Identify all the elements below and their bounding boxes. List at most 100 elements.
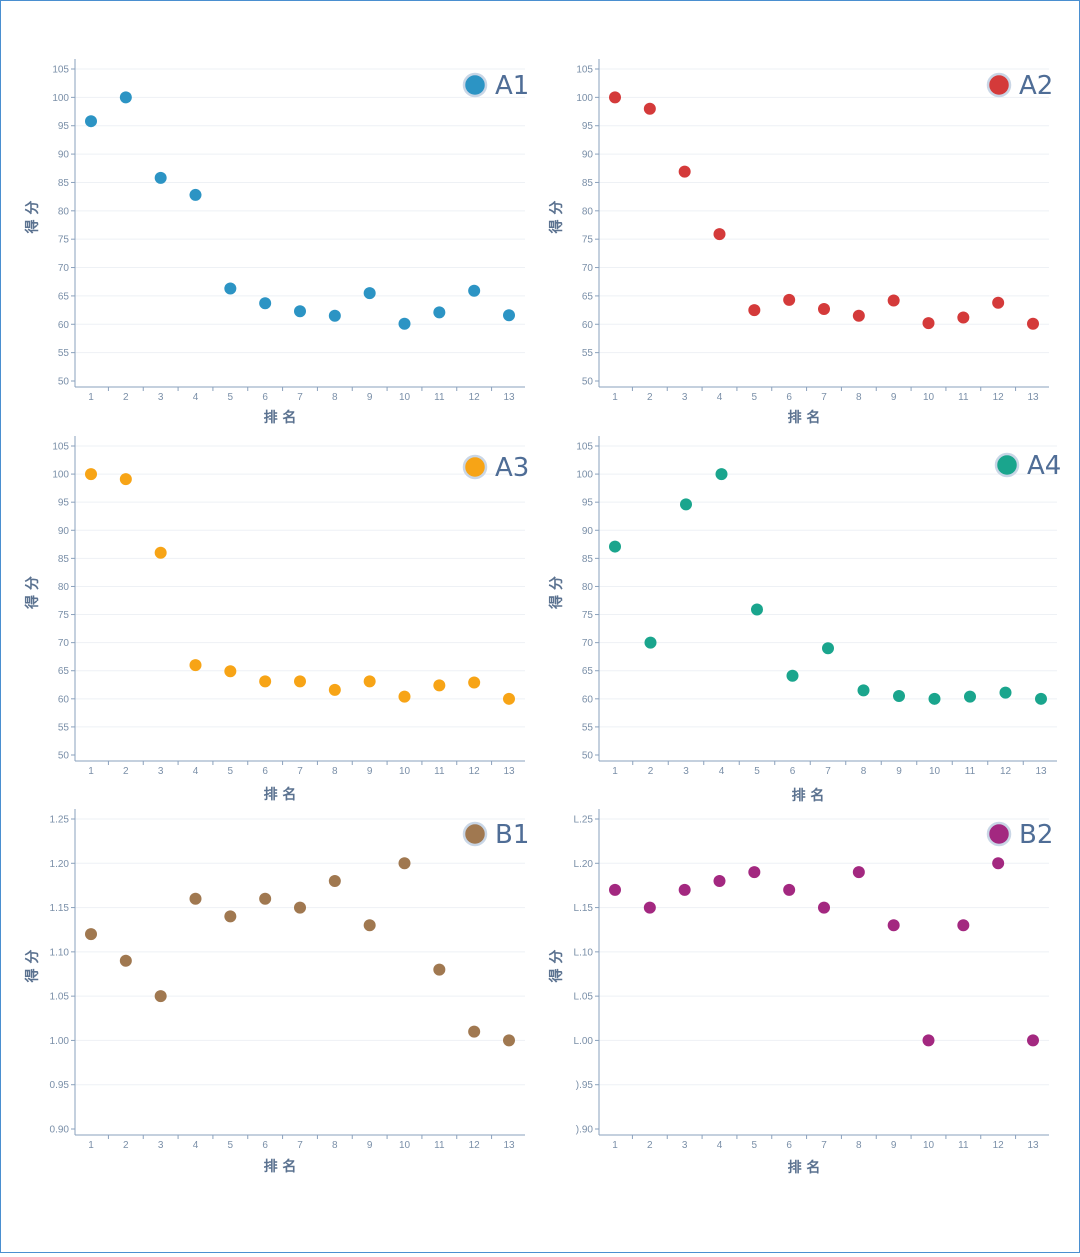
y-tick-label: 1.05 — [50, 992, 70, 1003]
x-tick-label: 3 — [158, 392, 164, 403]
x-tick-label: 5 — [228, 1140, 234, 1151]
x-tick-label: 3 — [683, 766, 689, 777]
y-tick-label: 100 — [576, 93, 593, 104]
x-tick-label: 2 — [123, 766, 129, 777]
y-tick-label: 1.25 — [50, 815, 70, 826]
x-tick-label: 1 — [612, 766, 618, 777]
data-point — [85, 468, 97, 481]
x-tick-label: 11 — [434, 392, 445, 403]
data-point — [713, 228, 726, 241]
data-point — [259, 297, 272, 310]
x-tick-label: 4 — [193, 766, 199, 777]
x-axis-title: 排 名 — [264, 409, 297, 426]
y-tick-label: 85 — [582, 178, 594, 189]
legend-label: A3 — [495, 453, 529, 483]
x-tick-label: 2 — [123, 1140, 129, 1151]
legend: A4 — [994, 451, 1061, 481]
y-tick-label: 80 — [582, 206, 594, 217]
y-tick-label: 95 — [58, 121, 70, 132]
data-point — [748, 866, 761, 879]
y-tick-label: 55 — [58, 348, 70, 359]
y-axis-title: 得 分 — [548, 950, 565, 984]
x-tick-label: 6 — [262, 766, 268, 777]
x-tick-label: 7 — [297, 766, 303, 777]
legend-marker — [462, 72, 488, 98]
data-point — [224, 910, 237, 923]
x-tick-label: 1 — [88, 1140, 94, 1151]
data-point — [713, 875, 726, 887]
y-tick-label: 65 — [582, 291, 594, 302]
data-point — [748, 304, 761, 317]
y-tick-label: 50 — [582, 377, 594, 388]
data-point — [189, 188, 202, 201]
x-tick-label: 1 — [88, 766, 94, 777]
data-point — [922, 317, 935, 330]
x-tick-label: 3 — [158, 766, 164, 777]
data-point — [224, 282, 237, 295]
y-tick-label: 105 — [576, 442, 593, 453]
data-point — [363, 287, 376, 300]
x-tick-label: 10 — [399, 392, 411, 403]
x-tick-label: 11 — [965, 766, 976, 777]
y-tick-label: 1.15 — [50, 903, 70, 914]
y-tick-label: 60 — [582, 694, 594, 705]
x-tick-label: 8 — [856, 1140, 862, 1151]
x-tick-label: 6 — [786, 392, 792, 403]
data-point — [818, 302, 830, 315]
y-tick-label: 55 — [58, 722, 70, 733]
x-tick-label: 10 — [399, 1140, 411, 1151]
data-point — [503, 309, 515, 322]
x-tick-label: 4 — [717, 1140, 723, 1151]
data-point — [893, 690, 905, 703]
data-point — [398, 690, 411, 703]
x-tick-label: 13 — [503, 392, 515, 403]
y-tick-label: 95 — [582, 121, 594, 132]
data-point — [1027, 317, 1039, 330]
y-axis-title: 得 分 — [548, 201, 565, 235]
data-point — [852, 866, 865, 879]
x-tick-label: 8 — [332, 766, 338, 777]
data-point — [852, 309, 865, 322]
y-tick-label: 95 — [58, 498, 70, 509]
x-tick-label: 6 — [790, 766, 796, 777]
y-tick-label: 75 — [582, 610, 594, 621]
y-tick-label: 1.20 — [50, 859, 70, 870]
x-tick-label: 2 — [647, 392, 653, 403]
y-tick-label: 0.95 — [50, 1080, 70, 1091]
x-tick-label: 10 — [923, 392, 935, 403]
data-point — [363, 919, 376, 932]
data-point — [822, 642, 834, 655]
x-tick-label: 10 — [929, 766, 941, 777]
data-point — [259, 675, 272, 688]
data-point — [119, 954, 132, 967]
x-axis-title: 排 名 — [264, 1158, 297, 1175]
x-tick-label: 13 — [1035, 766, 1047, 777]
legend: A1 — [462, 71, 529, 101]
x-tick-label: 8 — [856, 392, 862, 403]
legend: B2 — [986, 820, 1053, 850]
chart-b2: ).90).95L.00L.05L.10L.15L.20L.251 2 3 4 5 6 7 8… — [548, 809, 1053, 1176]
x-tick-label: 9 — [891, 1140, 897, 1151]
y-tick-label: 105 — [52, 442, 69, 453]
x-tick-label: 11 — [958, 392, 969, 403]
legend-marker — [986, 72, 1012, 98]
x-tick-label: 3 — [158, 1140, 164, 1151]
y-tick-label: 60 — [58, 320, 70, 331]
x-tick-label: 12 — [1000, 766, 1012, 777]
data-point — [1027, 1034, 1039, 1047]
x-tick-label: 11 — [434, 766, 445, 777]
y-tick-label: 100 — [52, 93, 69, 104]
data-point — [887, 919, 900, 932]
y-tick-label: ).90 — [576, 1125, 594, 1136]
x-axis-title: 排 名 — [264, 786, 297, 803]
legend-label: A4 — [1027, 451, 1061, 481]
data-point — [783, 293, 796, 306]
data-point — [887, 294, 900, 307]
data-point — [119, 91, 132, 104]
data-point — [503, 692, 515, 705]
x-tick-label: 13 — [503, 1140, 515, 1151]
y-tick-label: L.05 — [574, 992, 594, 1003]
y-tick-label: 65 — [58, 666, 70, 677]
legend-marker — [462, 821, 488, 847]
data-point — [433, 963, 446, 976]
